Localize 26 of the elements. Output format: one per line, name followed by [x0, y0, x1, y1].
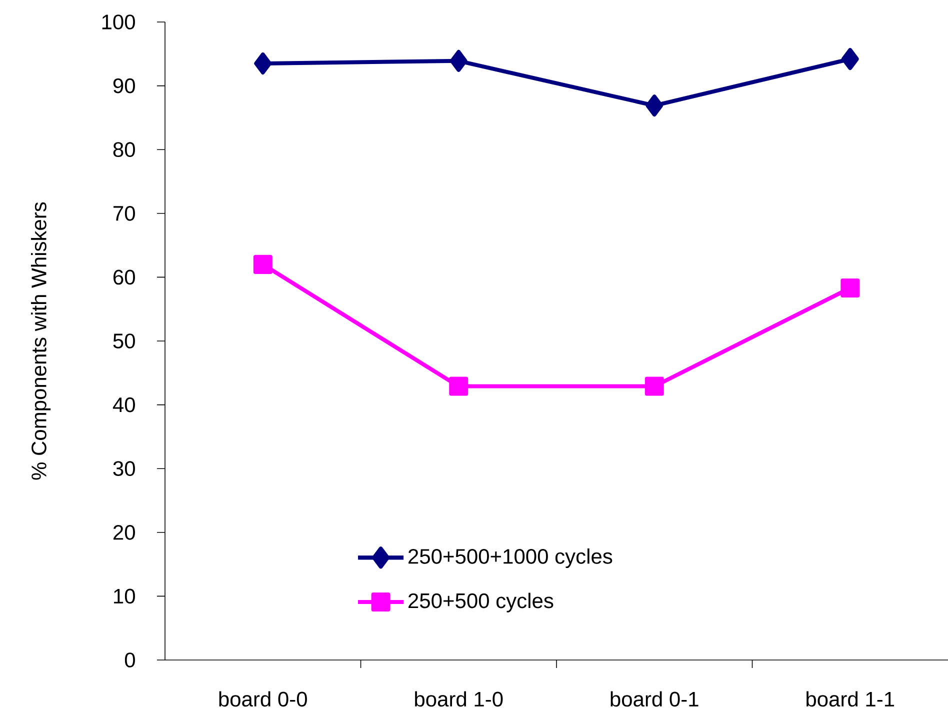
y-tick-label: 90 — [113, 78, 135, 94]
x-tick-label: board 0-1 — [610, 691, 698, 707]
y-tick-label: 80 — [113, 142, 135, 158]
y-tick-label: 40 — [112, 397, 135, 412]
point — [449, 376, 468, 396]
y-tick-label: 30 — [113, 461, 135, 476]
x-tick-label: board 1-1 — [806, 691, 894, 707]
point — [840, 278, 860, 298]
y-tick-label: 60 — [114, 270, 135, 285]
point — [450, 50, 468, 72]
y-tick-label: 50 — [113, 334, 135, 348]
point — [646, 94, 664, 117]
legend-label: 250+500 cycles — [408, 592, 554, 612]
y-tick-label: 100 — [102, 14, 135, 30]
point — [253, 254, 272, 274]
point — [254, 52, 272, 74]
point — [841, 48, 859, 70]
y-tick-label: 0 — [124, 652, 135, 668]
x-tick-label: board 0-0 — [219, 691, 307, 707]
y-tick-label: 20 — [114, 524, 135, 540]
y-axis-title: % Components with Whiskers — [30, 202, 51, 480]
y-tick-label: 10 — [114, 588, 135, 604]
y-tick-label: 70 — [114, 206, 135, 221]
point — [644, 376, 664, 396]
x-tick-label: board 1-0 — [415, 691, 503, 707]
legend-label: 250+500+1000 cycles — [408, 548, 612, 568]
